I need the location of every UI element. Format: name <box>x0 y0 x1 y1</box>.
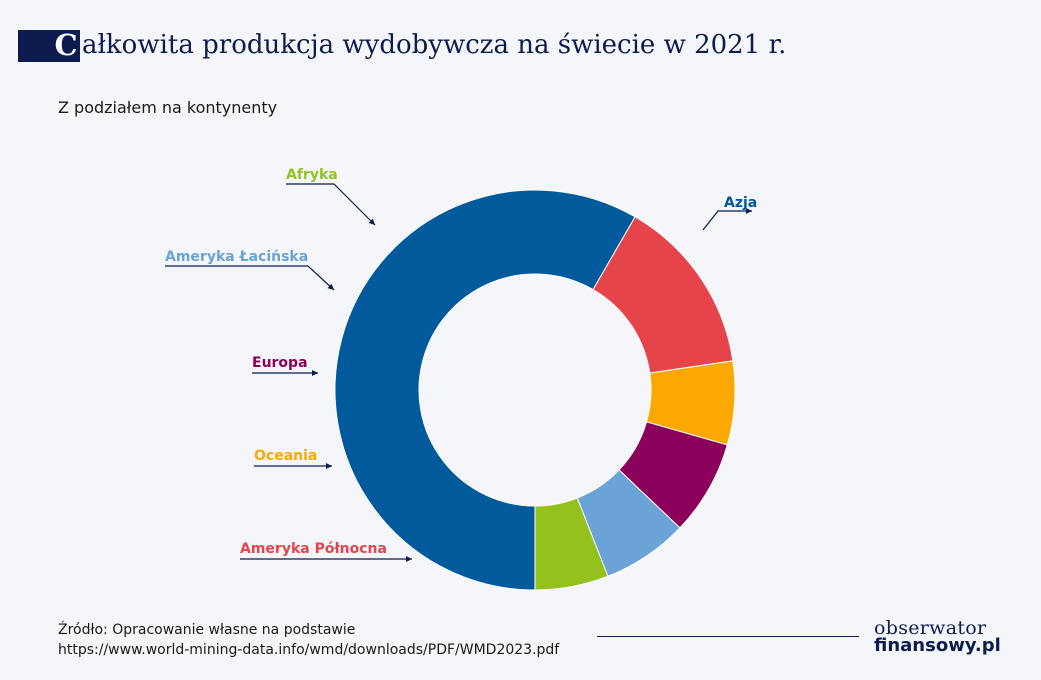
slice-afryka <box>534 497 609 591</box>
footer-divider <box>597 636 859 637</box>
title-initial: C <box>54 28 78 62</box>
leader-line <box>702 210 752 231</box>
leader-arrowhead <box>406 556 412 562</box>
label-ameryka-łacińska: Ameryka Łacińska <box>165 249 308 265</box>
slice-azja <box>334 189 636 591</box>
leader-line <box>165 265 335 291</box>
label-ameryka-północna: Ameryka Północna <box>240 541 387 557</box>
slice-labels: Azja Ameryka Północna Oceania Europa Ameryka… <box>165 167 757 557</box>
source-url: https://www.world-mining-data.info/wmd/d… <box>58 642 560 658</box>
leader-arrowhead <box>368 218 375 225</box>
label-europa: Europa <box>252 355 308 371</box>
logo-word-bottom: finansowy.pl <box>874 635 1001 656</box>
source-line-1: Źródło: Opracowanie własne na podstawie <box>58 622 356 638</box>
label-leaders <box>165 183 752 562</box>
label-oceania: Oceania <box>254 448 317 464</box>
donut-slices <box>334 189 736 591</box>
leader-arrowhead <box>326 463 332 469</box>
chart-subtitle: Z podziałem na kontynenty <box>58 98 278 117</box>
label-afryka: Afryka <box>286 167 338 183</box>
leader-arrowhead <box>312 370 318 376</box>
leader-arrowhead <box>746 208 752 214</box>
page-title: ałkowita produkcja wydobywcza na świecie… <box>82 30 787 60</box>
brand-logo: obserwator finansowy.pl <box>866 618 1006 658</box>
logo-word-top: obserwator <box>874 617 987 639</box>
title-accent-bar <box>18 30 80 62</box>
leader-arrowhead <box>327 283 334 290</box>
label-azja: Azja <box>724 195 757 211</box>
leader-line <box>286 183 376 226</box>
source-note: Źródło: Opracowanie własne na podstawie … <box>58 620 559 660</box>
